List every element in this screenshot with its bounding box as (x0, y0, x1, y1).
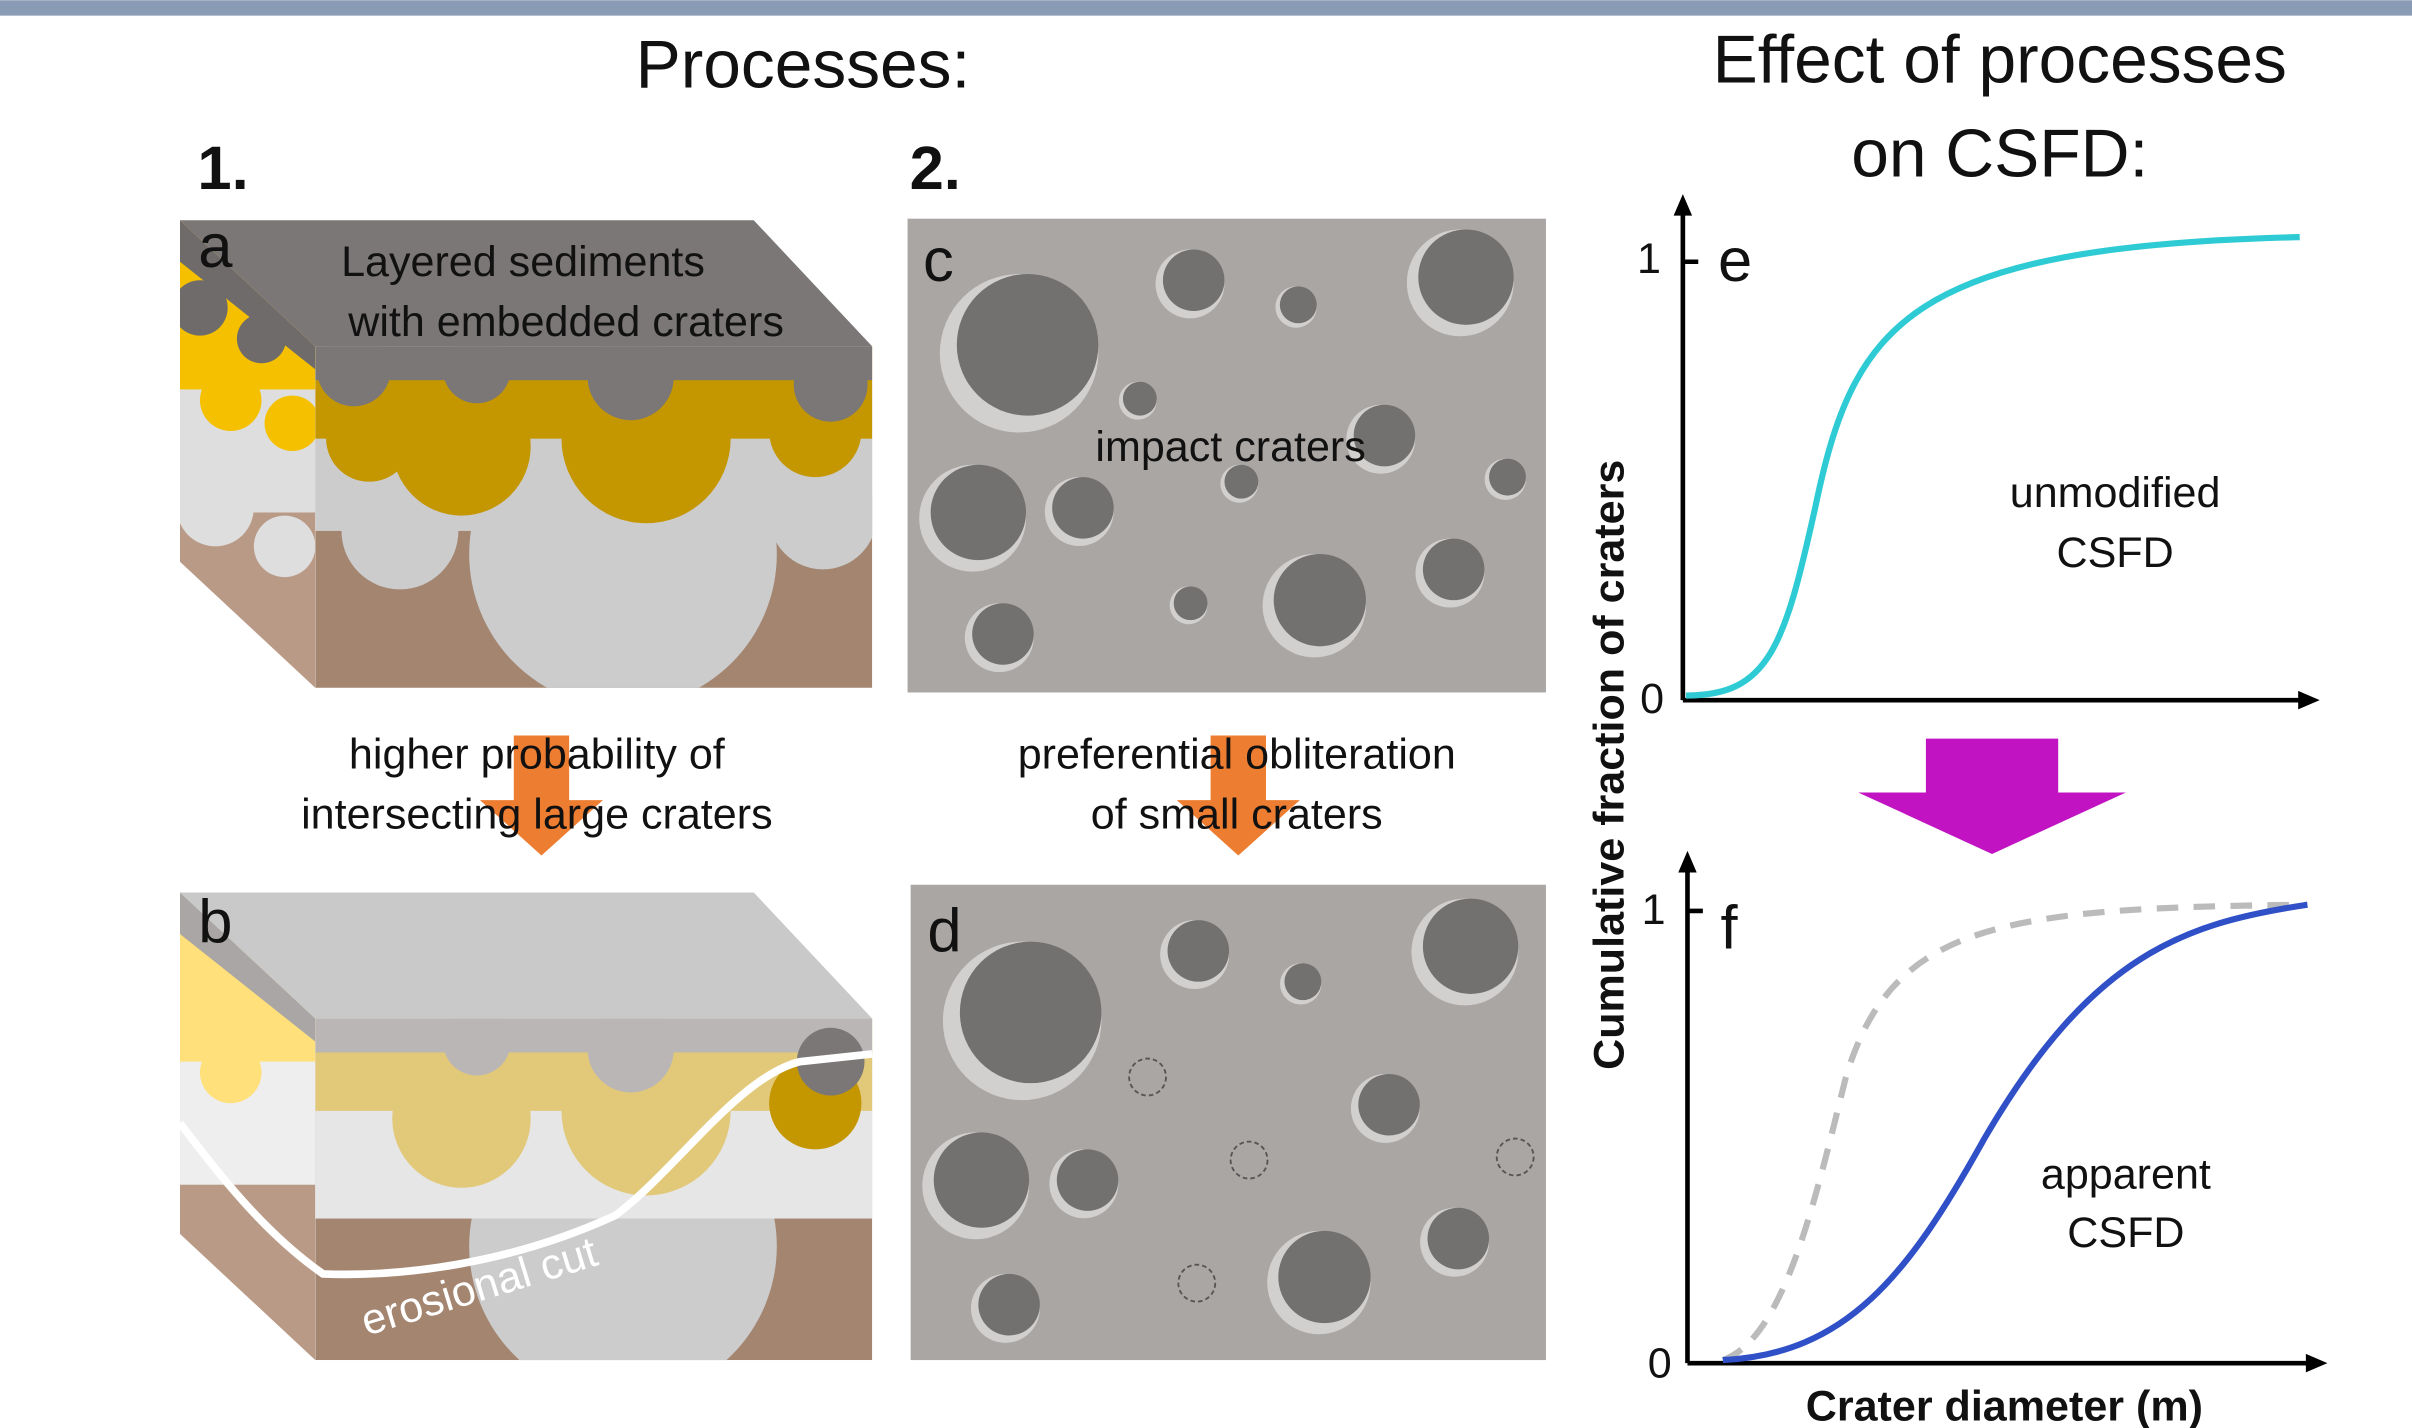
crater (931, 465, 1026, 560)
crater (978, 1274, 1040, 1336)
caption: unmodified (2010, 469, 2221, 517)
crater (1428, 1208, 1490, 1270)
y-tick-label: 1 (1637, 235, 1661, 283)
figure: Processes: Effect of processes on CSFD: … (0, 0, 2412, 1428)
curve-reference (1723, 905, 2308, 1360)
caption: Layered sediments (341, 238, 705, 286)
curve-unmodified (1686, 237, 2300, 695)
crater (1123, 382, 1157, 416)
crater (960, 942, 1102, 1084)
y-tick-label: 0 (1648, 1340, 1672, 1388)
axes-e (1683, 203, 2308, 700)
panel-label: b (198, 888, 232, 957)
caption: with embedded craters (347, 298, 784, 346)
caption: apparent (2041, 1150, 2211, 1198)
caption: CSFD (2056, 529, 2173, 577)
crater (1163, 249, 1225, 311)
panel-label: d (927, 897, 961, 966)
crater (1174, 586, 1208, 620)
y-tick-label: 0 (1640, 675, 1664, 723)
crater (1418, 229, 1513, 324)
crater (934, 1132, 1029, 1227)
crater (1278, 1231, 1370, 1323)
panel-label: c (923, 226, 954, 295)
y-tick-label: 1 (1642, 886, 1666, 934)
panel-label: f (1720, 894, 1738, 963)
panel-label: e (1718, 226, 1752, 295)
caption: CSFD (2067, 1209, 2184, 1257)
crater (957, 274, 1099, 416)
block-a (172, 220, 877, 708)
process-text: intersecting large craters (301, 790, 773, 838)
crater-panel-d (911, 885, 1546, 1360)
effect-title: on CSFD: (1851, 117, 2148, 192)
crater (1358, 1074, 1420, 1136)
page: Processes: Effect of processes on CSFD: … (0, 0, 2412, 1428)
x-axis-label: Crater diameter (m) (1806, 1383, 2203, 1428)
crater (1274, 554, 1366, 646)
process-text: higher probability of (349, 730, 726, 778)
crater (1052, 477, 1114, 539)
crater (972, 603, 1034, 665)
process-text: of small craters (1091, 790, 1383, 838)
block-b (180, 892, 872, 1400)
column-number: 1. (197, 134, 248, 203)
title: Processes: (636, 27, 971, 102)
crater (1423, 539, 1485, 601)
effect-title: Effect of processes (1713, 23, 2287, 98)
caption: impact craters (1095, 423, 1365, 471)
panel-label: a (198, 212, 233, 281)
crater (1057, 1149, 1119, 1211)
crater (1168, 920, 1230, 982)
crater (1280, 286, 1317, 323)
curve-apparent (1723, 905, 2308, 1360)
column-number: 2. (910, 134, 961, 203)
process-text: preferential obliteration (1018, 730, 1456, 778)
effect-arrow (1858, 739, 2126, 854)
crater (1423, 899, 1518, 994)
y-axis-label: Cumulative fraction of craters (1585, 460, 1633, 1070)
crater (1489, 459, 1526, 496)
top-bar (0, 0, 2412, 15)
crater (1284, 963, 1321, 1000)
